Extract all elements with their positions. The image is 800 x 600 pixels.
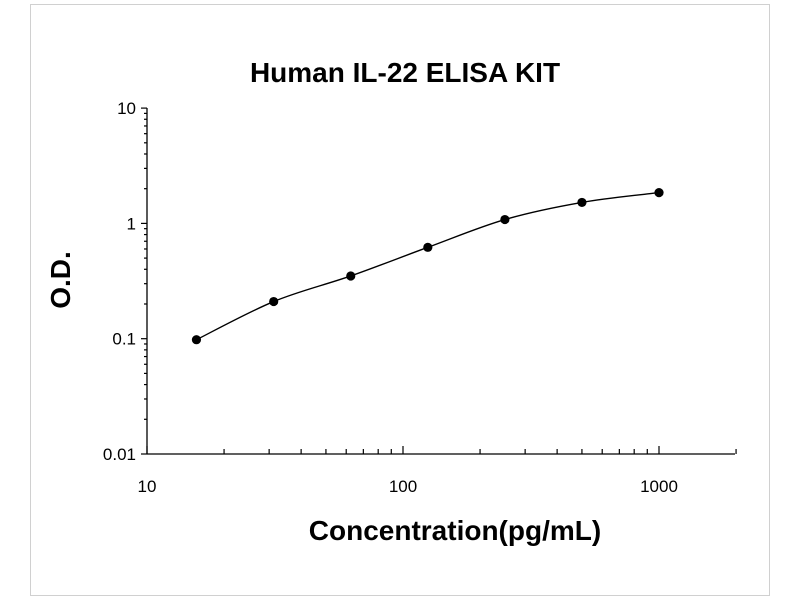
axis-tick-labels: 0.01 0.1 1 10 10 100 1000: [103, 99, 678, 496]
fitted-curve: [196, 191, 660, 341]
y-tick-label: 0.1: [112, 330, 136, 349]
data-point: [500, 214, 510, 225]
data-point: [654, 187, 664, 198]
y-axis-title: O.D.: [45, 251, 76, 309]
data-point: [423, 242, 433, 252]
axis-ticks: [141, 107, 737, 455]
data-points: [191, 187, 664, 345]
data-point: [346, 271, 356, 281]
x-tick-label: 1000: [640, 477, 678, 496]
chart-title: Human IL-22 ELISA KIT: [250, 57, 560, 88]
y-tick-label: 10: [117, 99, 136, 118]
data-point: [577, 197, 587, 208]
y-tick-label: 1: [127, 214, 136, 233]
x-tick-label: 10: [138, 477, 157, 496]
data-point: [191, 335, 202, 345]
x-tick-label: 100: [389, 477, 417, 496]
data-point: [269, 296, 279, 307]
y-tick-label: 0.01: [103, 445, 136, 464]
x-axis-title: Concentration(pg/mL): [309, 515, 601, 546]
chart-frame: [30, 4, 770, 596]
